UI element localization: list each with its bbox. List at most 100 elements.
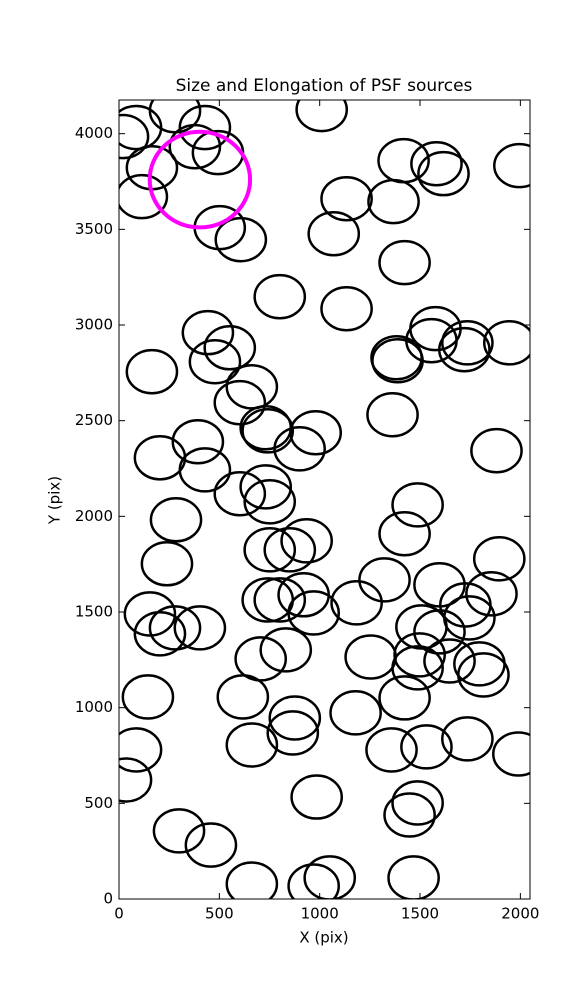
- y-tick-label: 2000: [75, 507, 113, 525]
- psf-source: [125, 348, 179, 395]
- psf-source: [377, 137, 430, 184]
- psf-source: [277, 572, 330, 618]
- x-tick-label: 0: [114, 905, 124, 923]
- psf-source: [203, 324, 257, 371]
- psf-source: [123, 591, 177, 637]
- psf-source: [413, 609, 466, 655]
- psf-source: [457, 652, 510, 698]
- psf-source: [330, 580, 383, 626]
- psf-source: [287, 863, 340, 899]
- plot-area: [119, 100, 530, 899]
- psf-source: [273, 426, 326, 472]
- psf-source: [253, 577, 307, 623]
- psf-source: [119, 113, 150, 160]
- psf-source: [263, 527, 317, 573]
- psf-source: [140, 541, 194, 587]
- psf-source: [133, 435, 187, 481]
- psf-source: [443, 595, 496, 641]
- psf-source: [391, 780, 444, 826]
- psf-source: [168, 123, 222, 170]
- psf-source: [225, 861, 279, 899]
- y-tick-label: 3000: [75, 316, 113, 334]
- psf-source: [243, 527, 297, 573]
- psf-source: [290, 774, 344, 820]
- y-tick-label: 0: [103, 890, 113, 908]
- psf-source: [383, 792, 436, 838]
- psf-source: [358, 557, 411, 603]
- psf-source: [441, 716, 494, 762]
- psf-source: [295, 100, 349, 133]
- psf-source: [147, 129, 253, 230]
- psf-source: [470, 427, 523, 474]
- x-tick-label: 2000: [501, 905, 539, 923]
- x-axis-label: X (pix): [299, 929, 348, 947]
- psf-source: [465, 571, 518, 617]
- y-tick-label: 500: [84, 794, 113, 812]
- y-axis-label: Y (pix): [46, 476, 64, 525]
- chart-title: Size and Elongation of PSF sources: [176, 76, 473, 96]
- psf-source: [320, 175, 373, 222]
- psf-source: [119, 757, 153, 803]
- psf-source: [253, 273, 307, 320]
- psf-source: [441, 320, 494, 366]
- psf-source: [184, 822, 238, 868]
- psf-source: [483, 320, 530, 366]
- psf-source: [241, 408, 295, 454]
- psf-source: [213, 470, 267, 517]
- psf-source: [216, 674, 270, 720]
- psf-source: [188, 338, 242, 385]
- psf-source: [493, 142, 530, 189]
- psf-source: [241, 577, 295, 623]
- psf-source: [149, 497, 203, 543]
- psf-source: [387, 855, 440, 899]
- psf-source: [266, 710, 320, 756]
- x-tick-label: 500: [205, 905, 234, 923]
- plot-frame: [118, 99, 531, 900]
- psf-source: [178, 447, 232, 493]
- psf-source: [152, 808, 206, 854]
- psf-source: [365, 727, 418, 773]
- psf-source: [366, 391, 419, 438]
- psf-source: [367, 178, 420, 225]
- psf-source: [492, 731, 530, 777]
- psf-source: [400, 724, 453, 770]
- psf-source: [410, 140, 463, 187]
- psf-source: [287, 590, 340, 636]
- psf-source: [171, 418, 225, 465]
- psf-source: [417, 150, 470, 197]
- y-tick-label: 1000: [75, 698, 113, 716]
- y-tick-label: 4000: [75, 124, 113, 142]
- psf-source: [259, 627, 313, 673]
- psf-source: [391, 482, 444, 528]
- psf-source: [178, 104, 232, 151]
- psf-source: [329, 690, 382, 736]
- psf-source: [239, 464, 293, 510]
- psf-source: [280, 518, 333, 564]
- psf-source: [289, 409, 343, 456]
- psf-source: [268, 695, 322, 741]
- psf-source: [148, 605, 202, 651]
- psf-source: [472, 536, 526, 582]
- y-tick-label: 1500: [75, 603, 113, 621]
- psf-source: [119, 727, 163, 773]
- psf-source: [121, 674, 175, 720]
- psf-source: [320, 285, 373, 332]
- psf-source: [119, 173, 169, 220]
- psf-source: [239, 404, 293, 451]
- psf-source: [214, 216, 268, 263]
- psf-source: [378, 239, 431, 286]
- psf-source: [225, 364, 279, 410]
- psf-source: [378, 510, 431, 557]
- psf-source: [423, 638, 476, 684]
- x-tick-label: 1000: [301, 905, 339, 923]
- psf-source: [307, 210, 361, 257]
- psf-source: [243, 479, 297, 525]
- psf-source: [225, 722, 279, 768]
- psf-source: [133, 611, 187, 657]
- psf-source: [173, 605, 227, 651]
- y-tick-label: 3500: [75, 220, 113, 238]
- psf-source: [438, 326, 491, 373]
- psf-source: [303, 855, 357, 899]
- y-tick-label: 2500: [75, 411, 113, 429]
